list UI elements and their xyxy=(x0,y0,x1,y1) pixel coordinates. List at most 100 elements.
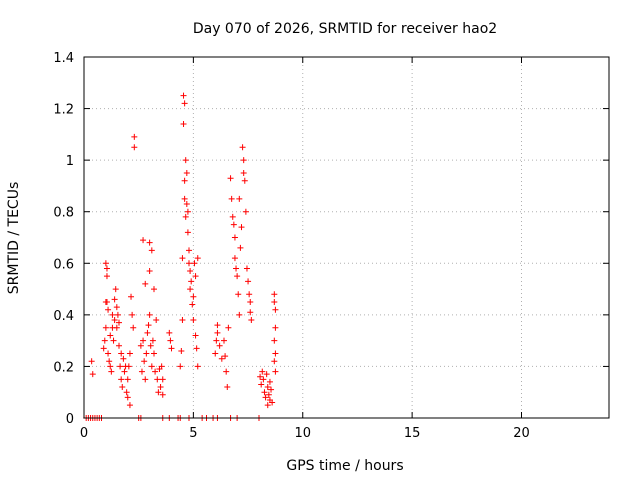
data-point xyxy=(187,286,194,293)
data-point xyxy=(118,350,125,357)
data-point xyxy=(231,255,238,262)
data-point xyxy=(89,371,96,378)
data-point xyxy=(183,200,190,207)
data-point xyxy=(88,358,95,365)
data-point xyxy=(186,260,192,267)
data-point xyxy=(212,350,219,357)
data-point xyxy=(179,255,186,262)
data-point xyxy=(230,221,237,228)
data-point xyxy=(143,350,150,357)
data-point xyxy=(222,353,229,360)
data-point xyxy=(180,92,187,99)
data-point xyxy=(246,291,253,298)
data-point xyxy=(190,317,197,324)
data-point xyxy=(190,293,197,300)
data-point xyxy=(214,329,221,336)
data-point xyxy=(257,373,264,380)
data-point xyxy=(123,389,130,396)
data-point xyxy=(182,157,189,164)
data-point xyxy=(146,311,153,318)
data-point xyxy=(180,121,187,128)
data-point xyxy=(194,363,201,370)
data-point xyxy=(258,381,265,388)
data-point xyxy=(181,100,188,107)
data-point xyxy=(167,337,174,344)
data-point xyxy=(214,322,221,329)
data-point xyxy=(194,255,201,262)
data-point xyxy=(146,268,153,275)
data-point xyxy=(188,278,195,285)
data-point xyxy=(118,376,125,383)
data-point xyxy=(148,363,155,370)
data-point xyxy=(112,286,119,293)
data-point xyxy=(100,345,107,352)
data-point xyxy=(241,177,248,184)
data-point xyxy=(103,273,110,280)
data-point xyxy=(110,337,117,344)
data-point xyxy=(231,234,238,241)
data-point xyxy=(264,384,271,391)
data-point xyxy=(245,278,252,285)
x-axis-label: GPS time / hours xyxy=(286,458,403,474)
y-tick-label: 0.2 xyxy=(53,360,74,375)
data-point xyxy=(178,347,185,354)
data-point xyxy=(224,384,231,391)
y-tick-label: 0 xyxy=(66,412,74,427)
data-point xyxy=(155,389,162,396)
data-point xyxy=(181,195,188,202)
data-point xyxy=(271,337,278,344)
data-point xyxy=(146,239,153,246)
data-point xyxy=(227,175,234,182)
axes xyxy=(83,56,609,419)
y-tick-label: 0.8 xyxy=(53,206,74,221)
data-point xyxy=(260,376,267,383)
data-point xyxy=(121,368,128,375)
data-point xyxy=(157,384,164,391)
data-point xyxy=(259,368,266,375)
data-point xyxy=(247,298,254,305)
data-point xyxy=(263,371,270,378)
data-point xyxy=(142,376,149,383)
y-tick-label: 0.4 xyxy=(53,309,74,324)
data-point xyxy=(125,363,132,370)
grid xyxy=(84,57,609,418)
data-point xyxy=(105,350,112,357)
data-point xyxy=(235,291,242,298)
data-point xyxy=(184,229,191,236)
data-point xyxy=(242,208,249,215)
data-points xyxy=(83,92,279,421)
data-point xyxy=(111,317,118,324)
data-point xyxy=(268,386,275,393)
data-point xyxy=(183,170,190,177)
data-point xyxy=(116,319,122,326)
y-tick-label: 1.2 xyxy=(53,103,74,118)
data-point xyxy=(117,363,124,370)
data-point xyxy=(248,317,255,324)
data-point xyxy=(192,273,199,280)
data-point xyxy=(181,177,188,184)
data-point xyxy=(216,342,223,349)
data-point xyxy=(236,311,243,318)
y-tick-label: 1 xyxy=(66,154,74,169)
data-point xyxy=(108,368,115,375)
data-point xyxy=(213,337,220,344)
data-point xyxy=(111,296,118,303)
chart-title: Day 070 of 2026, SRMTID for receiver hao… xyxy=(193,21,497,37)
data-point xyxy=(142,280,149,287)
data-point xyxy=(105,306,112,313)
data-point xyxy=(149,337,156,344)
data-point xyxy=(229,213,236,220)
y-tick-label: 0.6 xyxy=(53,257,74,272)
data-point xyxy=(191,260,198,267)
data-point xyxy=(218,355,225,362)
data-point xyxy=(239,144,246,151)
data-point xyxy=(269,399,276,406)
data-point xyxy=(131,144,138,151)
data-point xyxy=(145,322,152,329)
data-point xyxy=(158,363,165,370)
x-tick-label: 15 xyxy=(404,426,421,441)
data-point xyxy=(102,260,109,267)
data-point xyxy=(140,337,147,344)
data-point xyxy=(166,329,173,336)
data-point xyxy=(223,368,230,375)
